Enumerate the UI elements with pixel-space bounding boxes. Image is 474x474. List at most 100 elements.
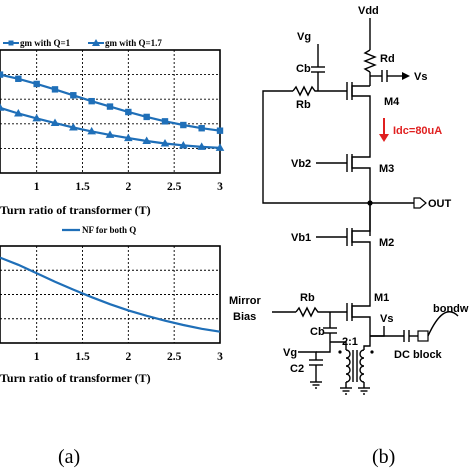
series-0-point-1 bbox=[15, 75, 22, 82]
c2-label: C2 bbox=[290, 363, 304, 375]
rd-label: Rd bbox=[380, 53, 395, 65]
legend-q17-label: gm with Q=1.7 bbox=[105, 38, 162, 48]
transformer-dot-1 bbox=[338, 350, 342, 354]
x-tick-label-4: 3 bbox=[217, 351, 223, 363]
feedback-loop-wire bbox=[262, 90, 370, 204]
series-1-point-0 bbox=[0, 103, 5, 111]
ground-symbol-c2 bbox=[310, 381, 322, 389]
series-1-point-4 bbox=[69, 122, 78, 131]
m4-label: M4 bbox=[384, 96, 400, 108]
primary-top-wire bbox=[330, 341, 347, 350]
vs-top-arrow bbox=[402, 72, 410, 80]
m1-drain-source bbox=[351, 290, 371, 342]
m1-label: M1 bbox=[374, 292, 389, 304]
gm-chart: 1 1.5 2 2.5 3 Turn ratio of transformer (T) … bbox=[0, 38, 225, 217]
m2-drain-source bbox=[351, 203, 371, 290]
series-1-point-2 bbox=[32, 113, 41, 122]
x-tick-label-2: 2 bbox=[125, 181, 131, 193]
transformer-dot-2 bbox=[370, 350, 374, 354]
mirror-label: Mirror bbox=[229, 295, 262, 307]
panel-label-a: (a) bbox=[58, 446, 80, 468]
nf-chart: 1 1.5 2 2.5 3 Turn ratio of transformer (T) … bbox=[0, 225, 223, 385]
nf-chart-legend: NF for both Q bbox=[62, 225, 136, 235]
gm-chart-grid bbox=[0, 50, 221, 173]
m3-label: M3 bbox=[379, 163, 394, 175]
series-1-point-10 bbox=[179, 140, 188, 149]
x-tick-label-1: 1.5 bbox=[75, 351, 90, 363]
series-0-point-9 bbox=[161, 118, 169, 125]
series-1-point-12 bbox=[215, 143, 225, 151]
vg-top-label: Vg bbox=[297, 31, 311, 43]
vb1-label: Vb1 bbox=[291, 232, 311, 244]
transformer-secondary-coil bbox=[359, 349, 365, 383]
lna-circuit-schematic: Vdd Rd Vs Vg Cb Rb M4 Idc=80uA Vb bbox=[229, 5, 469, 395]
gm-chart-x-axis-title: Turn ratio of transformer (T) bbox=[0, 203, 151, 217]
x-tick-label-0: 1 bbox=[34, 351, 40, 363]
x-tick-label-2: 2 bbox=[125, 351, 131, 363]
vs-top-label: Vs bbox=[414, 71, 427, 83]
gm-chart-plot-area bbox=[0, 49, 221, 174]
vg-bottom-label: Vg bbox=[283, 347, 297, 359]
legend-q1-label: gm with Q=1 bbox=[20, 38, 71, 48]
series-0-point-8 bbox=[143, 113, 150, 121]
m2-label: M2 bbox=[379, 237, 394, 249]
series-line-0 bbox=[0, 256, 221, 333]
series-0-point-4 bbox=[70, 92, 77, 99]
out-port-symbol bbox=[413, 197, 427, 209]
series-0-point-5 bbox=[88, 97, 95, 105]
series-0-point-11 bbox=[198, 125, 205, 132]
ground-symbol-primary bbox=[340, 387, 352, 395]
rb-bottom-label: Rb bbox=[300, 292, 315, 304]
series-1-point-3 bbox=[50, 118, 60, 127]
nf-chart-x-ticks: 1 1.5 2 2.5 3 bbox=[34, 351, 223, 363]
vb2-label: Vb2 bbox=[291, 158, 311, 170]
series-1-point-5 bbox=[87, 126, 96, 135]
ground-symbol-secondary bbox=[358, 387, 370, 395]
legend-q17-triangle-marker bbox=[92, 39, 100, 46]
nf-chart-x-axis-title: Turn ratio of transformer (T) bbox=[0, 371, 151, 385]
x-tick-label-3: 2.5 bbox=[167, 351, 182, 363]
rb-bottom-resistor bbox=[295, 306, 347, 318]
series-0-point-0 bbox=[0, 71, 4, 78]
dc-block-label: DC block bbox=[394, 349, 443, 361]
gm-chart-x-ticks: 1 1.5 2 2.5 3 bbox=[34, 181, 223, 193]
m4-drain-source bbox=[351, 85, 371, 150]
rb-top-label: Rb bbox=[296, 99, 311, 111]
x-tick-label-3: 2.5 bbox=[167, 181, 182, 193]
series-1-point-8 bbox=[142, 136, 151, 145]
panel-label-b: (b) bbox=[372, 446, 395, 468]
cb-bottom-label: Cb bbox=[310, 326, 325, 338]
vs-bottom-wire bbox=[370, 326, 385, 337]
vg-bottom-wire bbox=[298, 351, 317, 360]
series-0-point-10 bbox=[180, 121, 187, 129]
legend-q1-square-marker bbox=[8, 40, 14, 46]
series-1-point-9 bbox=[160, 138, 170, 147]
cb-top-label: Cb bbox=[296, 63, 311, 75]
series-0-point-12 bbox=[216, 127, 224, 134]
bias-label: Bias bbox=[233, 311, 256, 323]
bondwire bbox=[427, 311, 459, 337]
x-tick-label-4: 3 bbox=[217, 181, 223, 193]
m3-drain-source bbox=[351, 150, 371, 236]
vg-to-primary-wire bbox=[316, 342, 331, 353]
legend-nf-label: NF for both Q bbox=[82, 225, 136, 235]
idc-label: Idc=80uA bbox=[393, 125, 442, 137]
vs-bottom-label: Vs bbox=[380, 313, 393, 325]
vdd-label: Vdd bbox=[358, 5, 379, 17]
rd-resistor bbox=[363, 49, 377, 73]
out-label: OUT bbox=[428, 198, 452, 210]
rb-top-resistor bbox=[292, 85, 347, 97]
series-0-point-3 bbox=[51, 86, 59, 93]
bondpad bbox=[417, 330, 429, 342]
series-0-point-6 bbox=[106, 103, 114, 110]
series-1-point-7 bbox=[124, 133, 133, 142]
series-0-point-2 bbox=[33, 80, 40, 88]
series-0-point-7 bbox=[125, 108, 132, 116]
bondwire-label: bondw bbox=[433, 303, 469, 315]
series-1-point-6 bbox=[105, 130, 115, 138]
gm-chart-series bbox=[0, 71, 225, 151]
series-1-point-11 bbox=[197, 142, 206, 150]
nf-chart-series bbox=[0, 256, 221, 333]
idc-arrow-head bbox=[379, 134, 389, 142]
